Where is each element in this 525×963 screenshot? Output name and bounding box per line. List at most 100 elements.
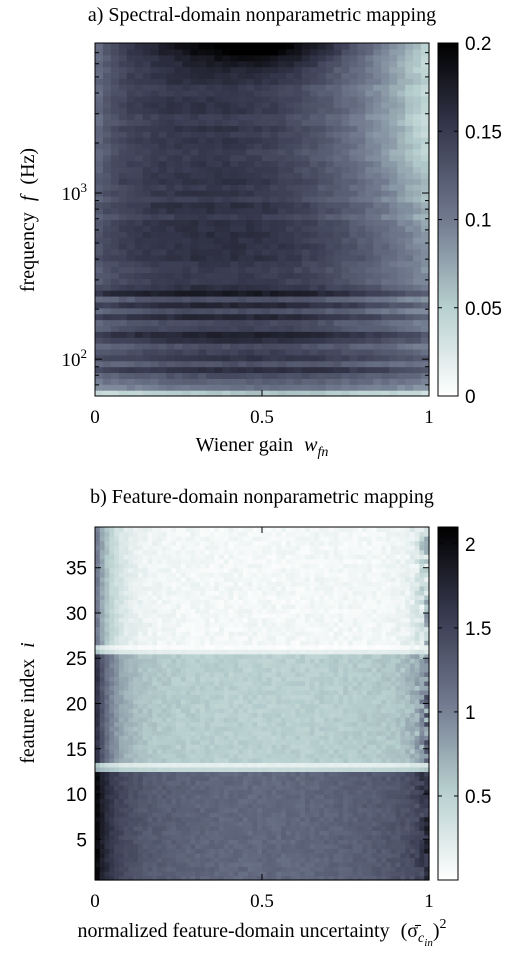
heatmap-cell — [397, 390, 406, 397]
heatmap-cell — [347, 821, 354, 827]
heatmap-cell — [371, 784, 378, 791]
heatmap-cell — [137, 762, 144, 768]
heatmap-cell — [204, 757, 211, 763]
heatmap-cell — [182, 325, 192, 332]
heatmap-cell — [352, 784, 359, 791]
heatmap-cell — [204, 821, 211, 827]
heatmap-cell — [104, 775, 110, 782]
heatmap-cell — [295, 775, 301, 782]
heatmap-cell — [373, 148, 382, 156]
heatmap-cell — [161, 870, 168, 877]
heatmap-cell — [395, 816, 401, 822]
heatmap-cell — [246, 213, 255, 221]
heatmap-cell — [137, 834, 144, 840]
heatmap-cell — [366, 771, 373, 777]
heatmap-cell — [180, 812, 187, 818]
heatmap-cell — [147, 739, 153, 745]
heatmap-cell — [118, 319, 128, 326]
heatmap-cell — [166, 231, 176, 238]
heatmap-cell — [405, 366, 414, 374]
heatmap-cell — [365, 354, 374, 362]
heatmap-cell — [161, 812, 168, 818]
heatmap-cell — [182, 172, 192, 179]
heatmap-cell — [142, 875, 149, 881]
heatmap-cell — [269, 160, 279, 168]
heatmap-cell — [262, 366, 271, 374]
heatmap-cell — [198, 331, 207, 338]
heatmap-cell — [206, 343, 215, 350]
heatmap-cell — [252, 830, 258, 836]
heatmap-cell — [290, 807, 296, 813]
heatmap-cell — [228, 834, 234, 840]
heatmap-cell — [102, 343, 112, 350]
heatmap-cell — [230, 131, 239, 138]
heatmap-cell — [150, 231, 160, 238]
heatmap-cell — [142, 207, 152, 215]
heatmap-cell — [262, 343, 271, 350]
heatmap-cell — [161, 861, 168, 868]
heatmap-cell — [328, 798, 335, 804]
heatmap-cell — [376, 830, 382, 836]
heatmap-cell — [166, 313, 176, 321]
heatmap-cell — [102, 66, 112, 74]
heatmap-cell — [95, 307, 104, 315]
heatmap-cell — [214, 337, 223, 344]
heatmap-cell — [230, 266, 239, 274]
heatmap-cell — [413, 348, 422, 356]
heatmap-cell — [158, 125, 168, 132]
heatmap-cell — [381, 272, 390, 279]
heatmap-cell — [102, 272, 112, 279]
heatmap-cell — [114, 794, 120, 800]
heatmap-cell — [242, 771, 249, 777]
heatmap-cell — [319, 748, 325, 754]
heatmap-cell — [419, 848, 425, 854]
heatmap-cell — [230, 390, 239, 397]
heatmap-cell — [252, 775, 258, 782]
chart-a-colorbar-tick-label: 0 — [465, 387, 476, 408]
heatmap-cell — [352, 870, 359, 877]
heatmap-cell — [421, 207, 430, 215]
heatmap-cell — [150, 366, 160, 374]
heatmap-cell — [102, 354, 112, 362]
heatmap-cell — [357, 870, 363, 877]
heatmap-cell — [230, 213, 239, 221]
heatmap-cell — [333, 848, 339, 854]
heatmap-cell — [228, 870, 234, 877]
heatmap-cell — [424, 852, 430, 858]
heatmap-cell — [290, 739, 296, 745]
heatmap-cell — [349, 307, 359, 315]
heatmap-cell — [301, 348, 311, 356]
heatmap-cell — [190, 748, 196, 754]
heatmap-cell — [238, 148, 247, 156]
heatmap-cell — [421, 178, 430, 185]
heatmap-cell — [204, 861, 211, 868]
heatmap-cell — [419, 830, 425, 836]
heatmap-cell — [230, 354, 239, 362]
heatmap-cell — [95, 201, 104, 209]
heatmap-cell — [414, 852, 421, 858]
heatmap-cell — [206, 372, 215, 379]
heatmap-cell — [314, 848, 320, 854]
heatmap-cell — [277, 219, 287, 226]
heatmap-cell — [414, 812, 421, 818]
heatmap-cell — [182, 295, 192, 303]
heatmap-cell — [102, 143, 112, 150]
chart-a-x-tick-label: 1 — [424, 407, 434, 428]
heatmap-cell — [400, 753, 406, 759]
heatmap-cell — [214, 735, 220, 741]
chart-a-xlabel-sub: fn — [317, 445, 328, 460]
heatmap-cell — [365, 213, 374, 221]
heatmap-cell — [190, 107, 199, 115]
heatmap-cell — [333, 154, 343, 162]
heatmap-cell — [386, 794, 392, 800]
heatmap-cell — [333, 794, 339, 800]
heatmap-cell — [180, 794, 187, 800]
heatmap-cell — [395, 839, 401, 845]
heatmap-cell — [333, 390, 343, 397]
heatmap-cell — [262, 113, 271, 121]
heatmap-cell — [405, 390, 414, 397]
heatmap-cell — [206, 301, 215, 309]
heatmap-cell — [314, 821, 320, 827]
heatmap-cell — [290, 816, 296, 822]
heatmap-cell — [381, 72, 390, 79]
